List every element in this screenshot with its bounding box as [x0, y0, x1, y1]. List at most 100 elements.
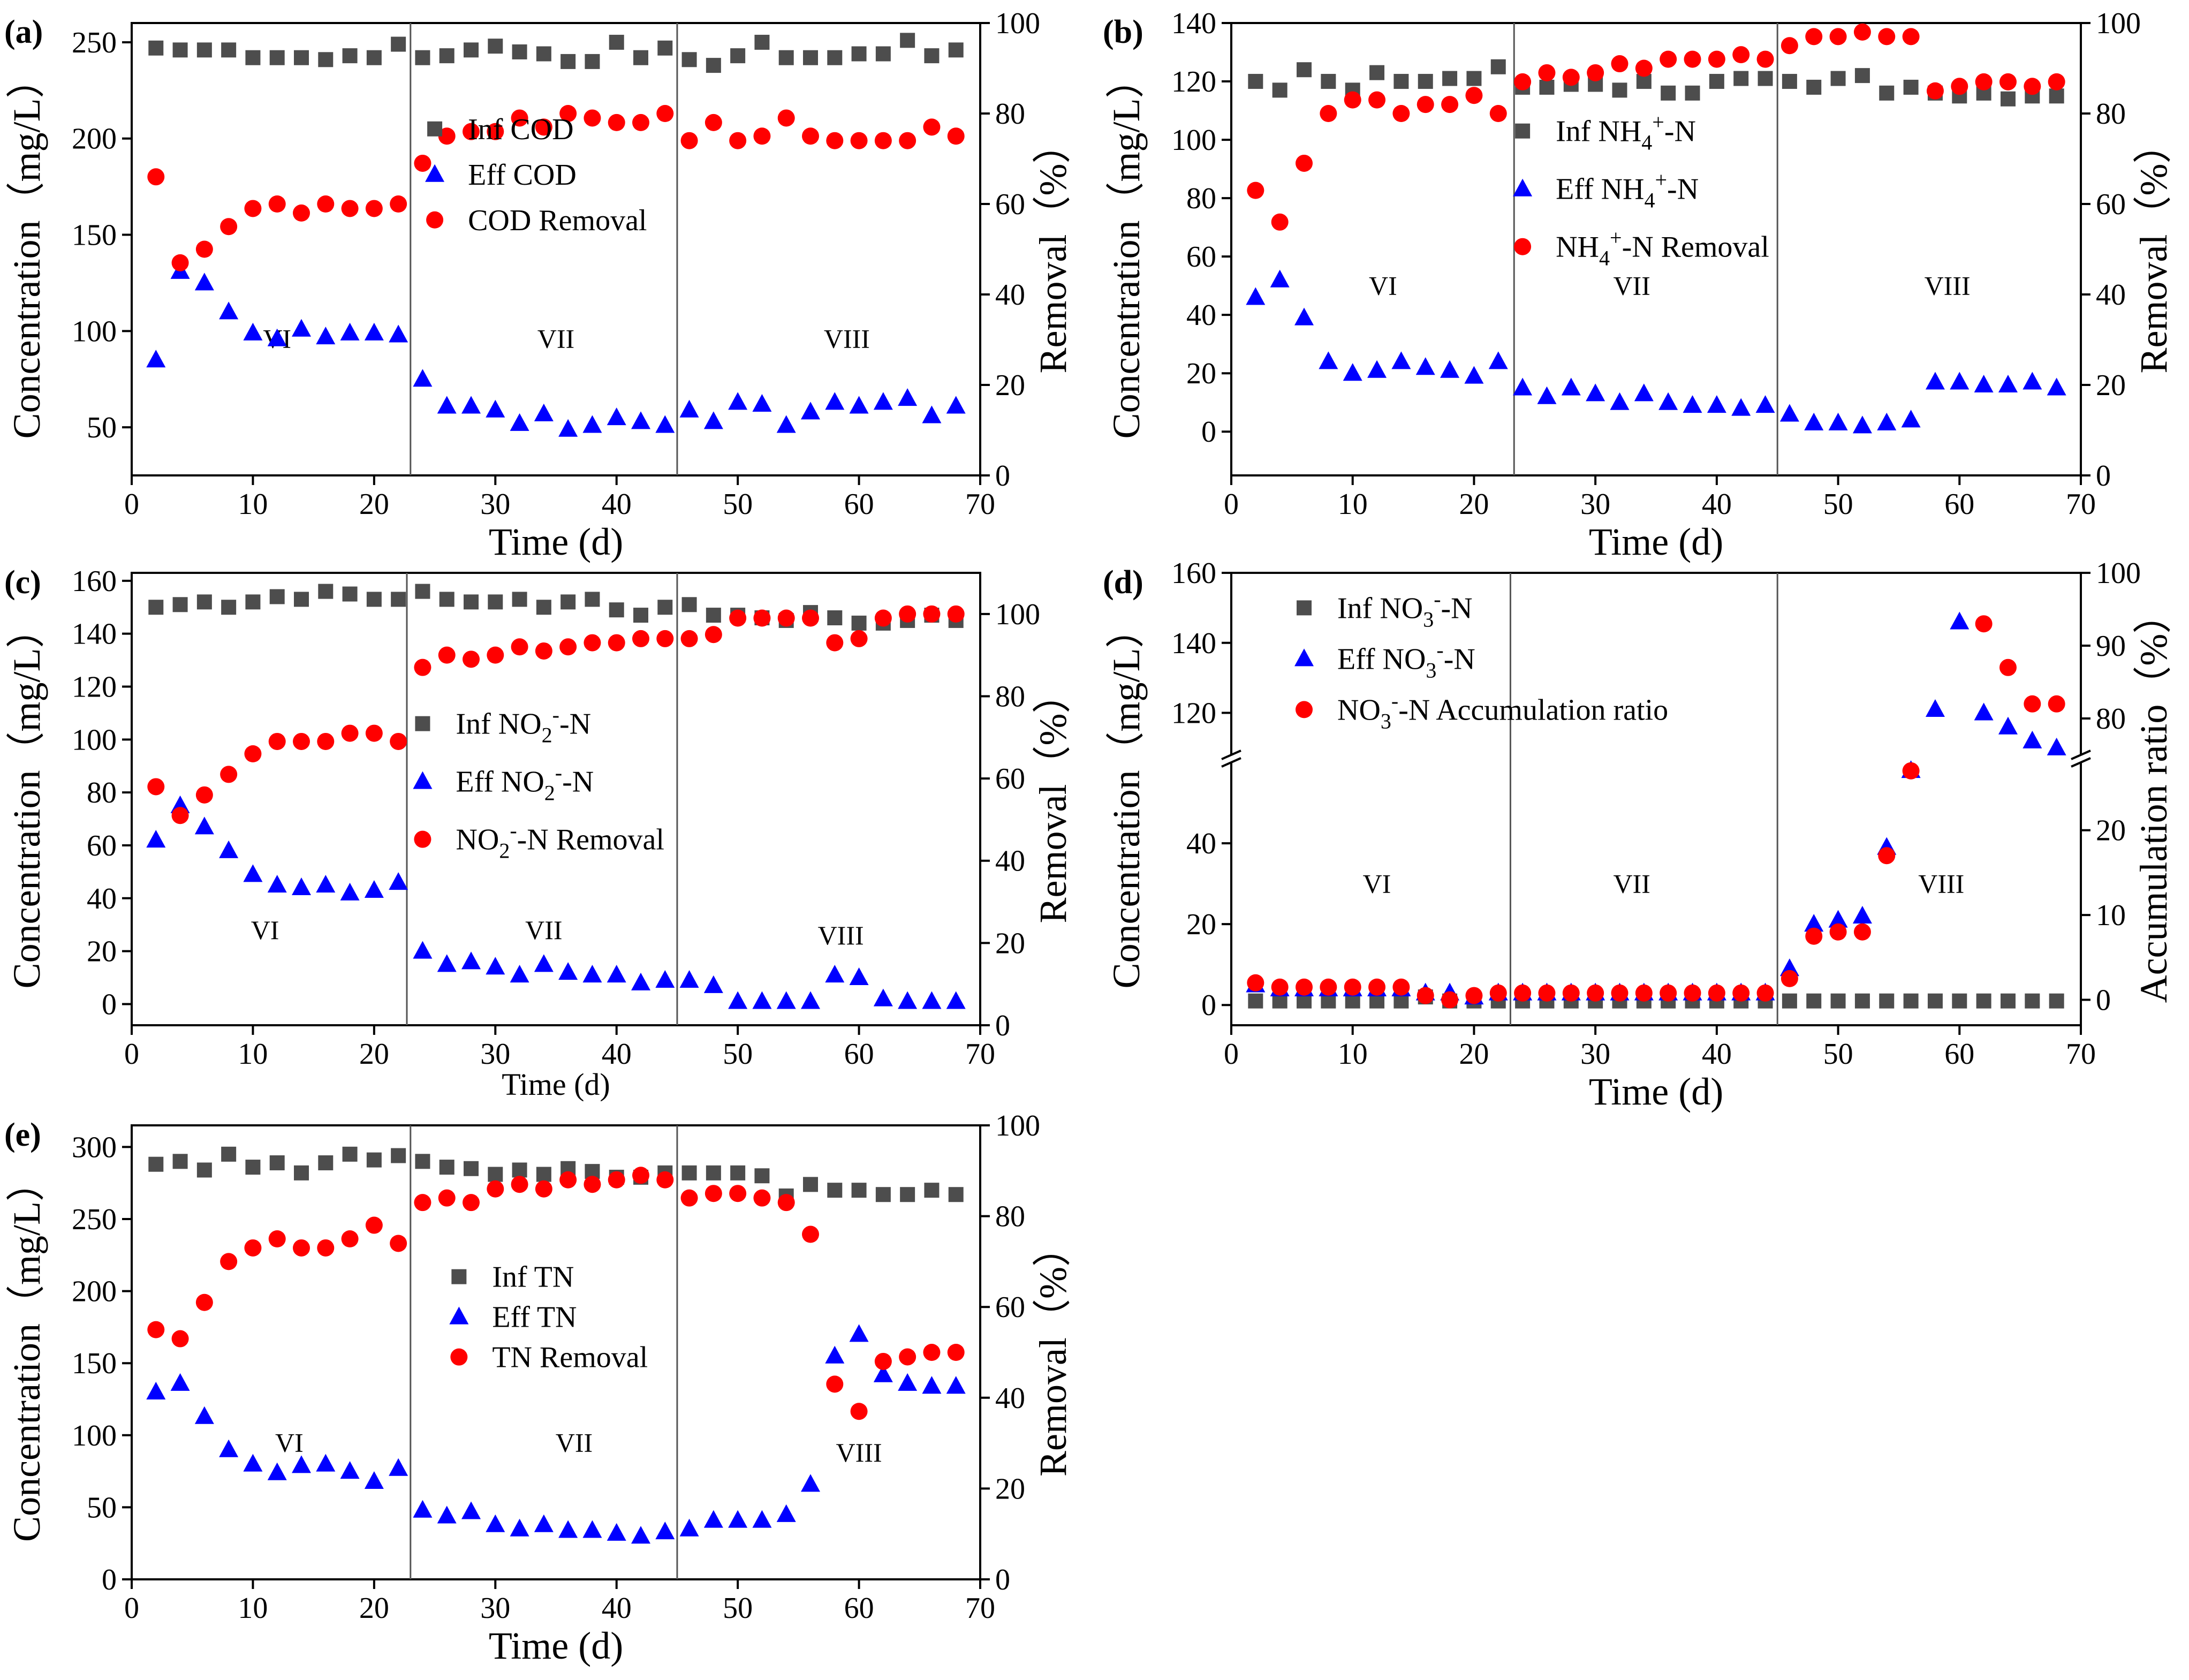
- data-point: [195, 240, 213, 258]
- series-circle: [1247, 23, 2065, 231]
- y-tick-label-right: 40: [2096, 278, 2126, 312]
- data-point: [245, 50, 261, 65]
- data-point: [1709, 74, 1724, 89]
- data-point: [582, 1520, 602, 1538]
- data-point: [220, 218, 238, 236]
- legend-text-part: -N: [1444, 642, 1475, 676]
- plot-frame: [131, 572, 981, 1026]
- y-tick-label-left: 0: [1201, 415, 1216, 449]
- data-point: [1878, 28, 1896, 46]
- x-axis-title: Time (d): [1589, 1070, 1723, 1113]
- data-point: [487, 123, 504, 140]
- data-point: [294, 592, 309, 607]
- legend: Inf TN Eff TN TN Removal: [449, 1261, 648, 1374]
- legend-subscript: 2: [499, 839, 510, 863]
- data-point: [632, 630, 649, 647]
- data-point: [777, 109, 795, 127]
- legend-subscript: 3: [1426, 658, 1436, 682]
- y-axis-title-left: Concentration（mg/L）: [5, 1163, 48, 1542]
- x-tick-label: 30: [1580, 1038, 1610, 1071]
- data-point: [510, 965, 529, 983]
- y-tick-label-left: 120: [1171, 697, 1216, 730]
- data-point: [560, 594, 576, 610]
- y-tick-label-left: 200: [72, 1275, 117, 1308]
- chart-panel-c: 0 10 20 30 40 50 60 700204060801001201401600204…: [4, 564, 1074, 1102]
- legend-superscript: -: [1391, 688, 1398, 713]
- data-point: [366, 592, 382, 607]
- data-point: [1442, 71, 1458, 86]
- legend-text-part: -N: [1441, 592, 1473, 625]
- data-point: [171, 807, 189, 824]
- data-point: [656, 630, 674, 647]
- data-point: [461, 1501, 481, 1519]
- data-point: [391, 592, 406, 607]
- data-point: [679, 1518, 699, 1537]
- y-tick-label-right: 80: [995, 1200, 1025, 1233]
- y-tick-label-left: 300: [72, 1131, 117, 1164]
- data-point: [1782, 74, 1797, 89]
- x-axis-title: Time (d): [489, 520, 623, 563]
- data-point: [1805, 927, 1823, 945]
- data-point: [318, 1155, 334, 1170]
- y-tick-label-left: 200: [72, 123, 117, 156]
- data-point: [1660, 50, 1677, 68]
- legend-entry-label: Eff NO3--N: [1337, 638, 1475, 682]
- data-point: [1634, 383, 1654, 402]
- x-tick-label: 60: [1944, 1038, 1974, 1071]
- data-point: [1610, 392, 1630, 410]
- y-tick-label-right: 0: [2096, 459, 2111, 493]
- data-point: [318, 52, 334, 67]
- legend-entry-label: NO2--N Removal: [456, 819, 664, 863]
- data-point: [728, 991, 748, 1009]
- y-tick-label-right: 40: [995, 1382, 1025, 1415]
- x-tick-label: 50: [723, 488, 753, 521]
- data-point: [900, 1187, 915, 1202]
- legend-subscript: 2: [544, 781, 555, 805]
- y-tick-label-left: 0: [102, 1563, 117, 1596]
- y-tick-label-left: 140: [1171, 7, 1216, 40]
- x-tick-label: 0: [1224, 1038, 1239, 1071]
- x-tick-label: 0: [124, 488, 139, 521]
- legend-marker: [1297, 600, 1312, 616]
- data-point: [1999, 73, 2017, 90]
- data-point: [219, 840, 239, 858]
- panel-label: (d): [1103, 564, 1143, 601]
- data-point: [1587, 984, 1604, 1002]
- data-point: [875, 1187, 891, 1202]
- y-tick-label-left: 120: [72, 670, 117, 703]
- data-point: [292, 319, 311, 337]
- data-point: [414, 659, 431, 676]
- panel-label: (a): [4, 14, 43, 50]
- y-tick-label-left: 60: [1186, 240, 1216, 274]
- data-point: [826, 132, 844, 149]
- x-tick-label: 60: [1944, 488, 1974, 521]
- legend-marker: [450, 1348, 468, 1366]
- legend-entry-label: Eff NH4+-N: [1556, 168, 1699, 213]
- data-point: [294, 1165, 309, 1180]
- legend-text-part: Eff NO: [1337, 642, 1426, 676]
- y-tick-label-left: 250: [72, 1203, 117, 1236]
- data-point: [584, 109, 601, 127]
- data-point: [196, 1162, 212, 1178]
- legend-marker: [413, 771, 433, 789]
- data-point: [900, 33, 915, 48]
- data-point: [317, 195, 335, 213]
- data-point: [437, 396, 457, 414]
- data-point: [923, 605, 941, 623]
- data-point: [1999, 659, 2017, 676]
- phase-label: VIII: [1925, 271, 1971, 301]
- data-point: [1248, 74, 1263, 89]
- data-point: [511, 1176, 528, 1193]
- data-point: [390, 732, 407, 750]
- legend-text-part: Eff NO: [456, 766, 544, 799]
- legend-text-part: -N: [562, 766, 594, 799]
- y-tick-label-right: 60: [995, 1291, 1025, 1324]
- data-point: [415, 584, 430, 599]
- data-point: [656, 1171, 674, 1189]
- legend-marker: [451, 1269, 467, 1284]
- legend-superscript: -: [555, 761, 562, 785]
